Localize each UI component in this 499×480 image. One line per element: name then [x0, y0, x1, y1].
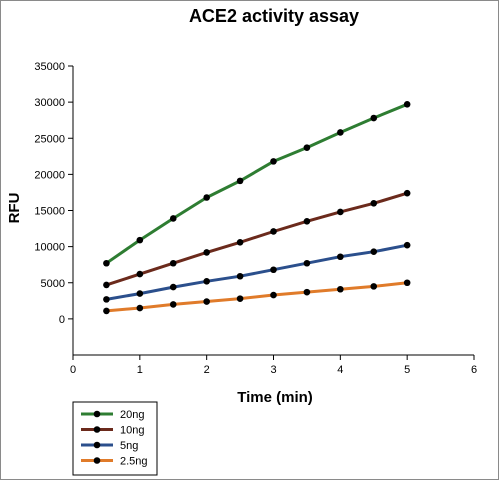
data-point-10ng	[337, 208, 344, 216]
y-tick-label: 35000	[34, 61, 65, 73]
data-point-5ng	[270, 266, 277, 274]
data-point-10ng	[303, 218, 311, 225]
data-point-2.5ng	[236, 295, 244, 302]
y-tick-label: 30000	[34, 97, 65, 109]
data-point-20ng	[203, 194, 210, 201]
data-point-2.5ng	[136, 304, 144, 312]
data-point-5ng	[203, 278, 210, 285]
series-2.5ng	[103, 279, 411, 315]
data-point-20ng	[370, 114, 378, 122]
series-line-10ng	[105, 191, 408, 287]
data-point-2.5ng	[303, 288, 311, 296]
legend-label-20ng: 20ng	[120, 409, 144, 421]
series-5ng	[103, 241, 411, 303]
data-point-2.5ng	[337, 285, 344, 293]
data-point-5ng	[103, 296, 110, 303]
series-line-20ng	[105, 102, 408, 265]
data-point-20ng	[136, 236, 144, 244]
x-tick-label: 5	[404, 364, 410, 376]
data-point-5ng	[303, 259, 311, 267]
legend: 20ng 10ng 5ng 2.5ng	[72, 401, 158, 476]
data-point-2.5ng	[169, 301, 177, 308]
chart-title: ACE2 activity assay	[189, 6, 359, 26]
data-point-20ng	[236, 177, 244, 185]
data-point-2.5ng	[270, 291, 277, 299]
legend-marker-2.5ng	[93, 457, 101, 464]
data-point-20ng	[169, 215, 177, 222]
data-point-10ng	[370, 199, 378, 207]
data-point-20ng	[403, 100, 411, 108]
legend-label-5ng: 5ng	[120, 440, 138, 452]
y-axis-title: RFU	[6, 193, 23, 224]
data-point-20ng	[270, 158, 277, 165]
data-point-10ng	[203, 249, 210, 256]
data-point-10ng	[169, 259, 177, 267]
data-point-5ng	[136, 290, 144, 297]
data-point-5ng	[370, 248, 378, 255]
data-point-20ng	[303, 144, 311, 151]
axes: 0 5000 10000 15000 20000 25000 30000 35000 0 1 2 3 4…	[34, 61, 477, 376]
legend-label-10ng: 10ng	[120, 425, 144, 437]
data-point-10ng	[136, 270, 144, 278]
data-point-2.5ng	[370, 283, 378, 290]
data-point-2.5ng	[203, 298, 210, 305]
data-point-5ng	[236, 272, 244, 280]
y-tick-label: 5000	[41, 278, 65, 290]
series-line-5ng	[106, 243, 408, 301]
legend-label-2.5ng: 2.5ng	[120, 456, 148, 468]
data-point-2.5ng	[103, 307, 110, 315]
y-tick-label: 25000	[34, 133, 65, 145]
y-tick-label: 15000	[34, 206, 65, 218]
data-point-10ng	[403, 189, 411, 197]
y-tick-label: 0	[59, 314, 65, 326]
y-tick-label: 10000	[34, 242, 65, 254]
data-point-5ng	[169, 283, 177, 291]
data-point-10ng	[103, 281, 110, 289]
data-point-20ng	[337, 129, 344, 136]
legend-marker-20ng	[93, 410, 101, 418]
x-tick-label: 0	[70, 364, 76, 376]
series-20ng	[103, 100, 411, 267]
x-tick-label: 3	[270, 364, 276, 376]
legend-marker-10ng	[93, 426, 101, 433]
x-tick-label: 6	[471, 364, 477, 376]
data-point-2.5ng	[403, 279, 411, 287]
series-10ng	[103, 189, 411, 289]
x-tick-label: 2	[204, 364, 210, 376]
data-point-10ng	[270, 228, 277, 235]
data-point-5ng	[337, 253, 344, 261]
plot-area	[103, 100, 411, 315]
data-point-5ng	[403, 241, 411, 249]
y-tick-label: 20000	[34, 169, 65, 181]
data-point-20ng	[103, 259, 110, 267]
series-line-2.5ng	[106, 281, 408, 313]
x-tick-label: 4	[337, 364, 343, 376]
x-tick-label: 1	[137, 364, 143, 376]
legend-marker-5ng	[93, 441, 101, 449]
x-axis-title: Time (min)	[237, 389, 313, 406]
data-point-10ng	[236, 238, 244, 246]
